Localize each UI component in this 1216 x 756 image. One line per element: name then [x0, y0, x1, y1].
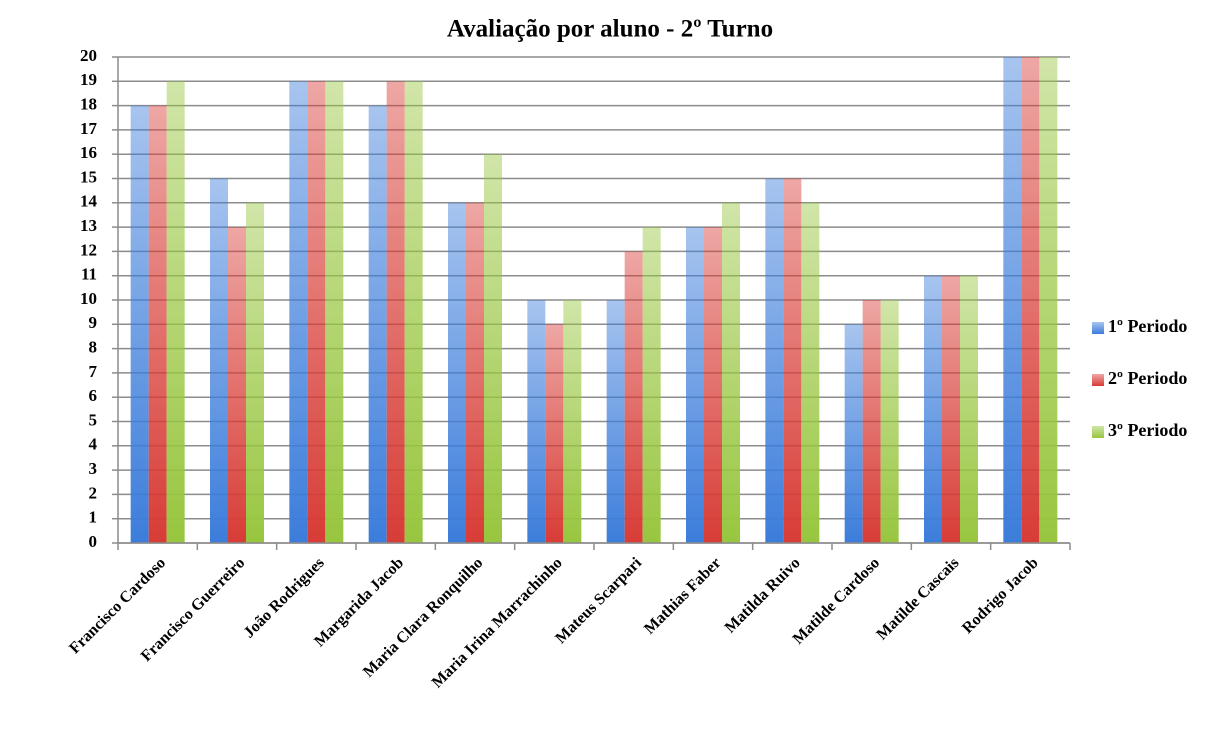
bar — [166, 81, 185, 544]
bar — [624, 251, 643, 543]
y-tick-label: 0 — [89, 532, 98, 551]
y-tick-label: 20 — [80, 46, 97, 65]
y-tick-label: 4 — [89, 435, 98, 454]
bar — [289, 81, 308, 544]
y-tick-label: 1 — [89, 508, 98, 527]
y-tick-label: 7 — [89, 362, 98, 381]
chart-title: Avaliação por aluno - 2º Turno — [447, 16, 773, 43]
x-tick-label: Matilda Ruivo — [722, 554, 804, 636]
bar — [880, 300, 899, 543]
bar — [942, 275, 960, 543]
bar — [404, 81, 423, 544]
bar — [368, 105, 387, 543]
legend-swatch — [1092, 426, 1104, 438]
legend-label: 1º Periodo — [1108, 316, 1187, 336]
legend-swatch — [1092, 374, 1104, 386]
bar — [484, 154, 502, 543]
bar — [246, 202, 264, 544]
bar — [606, 300, 625, 543]
x-tick-label: João Rodrigues — [241, 554, 328, 641]
legend-label: 2º Periodo — [1108, 368, 1187, 388]
y-tick-label: 19 — [80, 70, 97, 89]
bar — [1021, 57, 1040, 543]
y-tick-label: 12 — [80, 240, 97, 259]
x-tick-label: Rodrigo Jacob — [959, 554, 1042, 637]
bar — [466, 202, 484, 544]
y-tick-label: 13 — [80, 216, 97, 235]
bar — [783, 178, 802, 543]
y-tick-label: 14 — [80, 192, 98, 211]
y-tick-label: 3 — [89, 459, 98, 478]
x-tick-label: Mateus Scarpari — [552, 554, 645, 647]
bar — [325, 81, 344, 544]
y-tick-label: 10 — [80, 289, 97, 308]
bar — [722, 202, 740, 544]
y-tick-label: 2 — [89, 483, 98, 502]
bar — [960, 275, 978, 543]
bar — [386, 81, 405, 544]
y-tick-label: 17 — [80, 119, 98, 138]
bar — [448, 202, 466, 544]
y-tick-label: 6 — [89, 386, 98, 405]
bar — [1039, 57, 1058, 543]
x-tick-label: Mathias Faber — [641, 554, 724, 637]
y-tick-label: 11 — [81, 265, 97, 284]
x-tick-label: Maria Irina Marrachinho — [429, 554, 566, 691]
y-tick-label: 9 — [89, 313, 98, 332]
bar — [228, 227, 246, 543]
bar — [924, 275, 942, 543]
x-tick-label: Matilde Cascais — [873, 554, 962, 643]
bar — [801, 202, 820, 544]
bar — [307, 81, 326, 544]
bar — [545, 324, 564, 543]
legend-label: 3º Periodo — [1108, 420, 1187, 440]
bar — [1003, 57, 1022, 543]
bar — [862, 300, 881, 543]
y-tick-label: 8 — [89, 338, 98, 357]
y-tick-label: 15 — [80, 167, 97, 186]
bar — [704, 227, 722, 543]
x-tick-label: Matilde Cardoso — [790, 554, 883, 647]
y-tick-label: 5 — [89, 410, 98, 429]
legend-swatch — [1092, 322, 1104, 334]
bar — [765, 178, 784, 543]
bar — [210, 178, 228, 543]
bar — [130, 105, 149, 543]
bar — [686, 227, 704, 543]
bar — [563, 300, 582, 543]
y-tick-label: 16 — [80, 143, 97, 162]
y-tick-label: 18 — [80, 95, 97, 114]
bar — [642, 227, 661, 543]
bar — [527, 300, 546, 543]
bar — [844, 324, 863, 543]
bar — [148, 105, 167, 543]
